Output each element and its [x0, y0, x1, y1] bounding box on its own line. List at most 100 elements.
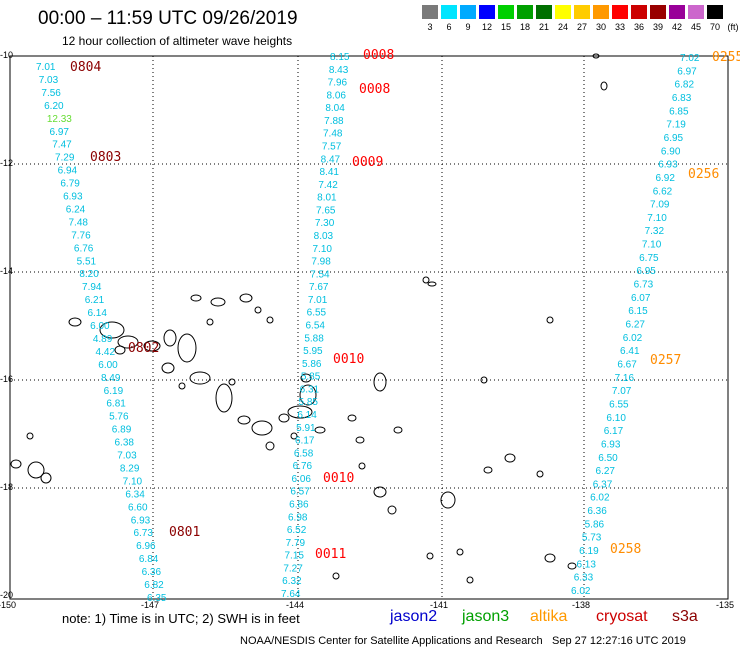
wave-height-value: 6.60: [128, 502, 148, 513]
wave-height-value: 7.02: [680, 53, 700, 64]
wave-height-value: 6.96: [136, 541, 156, 552]
island-outline: [206, 318, 214, 326]
wave-height-value: 7.03: [117, 451, 137, 462]
wave-height-value: 6.14: [297, 410, 317, 421]
wave-height-value: 6.67: [617, 359, 637, 370]
legend-label: 30: [595, 22, 606, 32]
legend-label: 24: [557, 22, 568, 32]
wave-height-value: 7.09: [650, 200, 670, 211]
wave-height-value: 7.47: [52, 140, 72, 151]
wave-height-value: 6.84: [139, 554, 159, 565]
wave-height-value: 6.92: [655, 173, 675, 184]
island-outline: [27, 461, 45, 479]
chart-subtitle: 12 hour collection of altimeter wave hei…: [62, 34, 293, 48]
wave-height-value: 6.75: [639, 253, 659, 264]
wave-height-value: 6.37: [593, 479, 613, 490]
island-outline: [299, 384, 317, 406]
wave-height-value: 6.93: [131, 515, 151, 526]
wave-height-value: 5.73: [582, 533, 602, 544]
island-outline: [265, 441, 275, 451]
wave-height-value: 7.15: [285, 551, 305, 562]
wave-height-value: 7.19: [666, 120, 686, 131]
lat-tick-label: -16: [0, 374, 14, 384]
island-outline: [251, 420, 273, 436]
lon-tick-label: -141: [430, 600, 449, 610]
wave-height-value: 8.03: [314, 231, 334, 242]
island-outline: [373, 486, 387, 498]
time-label: 0255: [712, 50, 740, 65]
island-outline: [347, 414, 357, 422]
island-outline: [40, 472, 52, 484]
wave-height-value: 6.00: [98, 360, 118, 371]
legend-label: 27: [576, 22, 587, 32]
legend-swatch: [555, 5, 571, 19]
legend-swatch: [441, 5, 457, 19]
legend-label: 15: [500, 22, 511, 32]
wave-height-value: 5.85: [299, 397, 319, 408]
wave-height-value: 6.90: [661, 146, 681, 157]
wave-height-value: 7.48: [323, 129, 343, 140]
credit-line: NOAA/NESDIS Center for Satellite Applica…: [240, 635, 543, 647]
wave-height-value: 7.30: [315, 218, 335, 229]
island-outline: [254, 306, 262, 314]
wave-height-value: 5.91: [296, 423, 316, 434]
wave-height-value: 6.17: [295, 436, 315, 447]
wave-height-value: 6.86: [289, 500, 309, 511]
wave-height-value: 7.07: [612, 386, 632, 397]
wave-height-value: 6.50: [598, 453, 618, 464]
wave-height-value: 6.17: [604, 426, 624, 437]
wave-height-value: 8.20: [79, 269, 99, 280]
legend-label: 45: [690, 22, 701, 32]
island-outline: [426, 552, 434, 560]
wave-height-value: 8.29: [120, 463, 140, 474]
satellite-name: s3a: [672, 608, 698, 625]
island-outline: [239, 293, 253, 303]
map-frame: [9, 55, 729, 600]
lat-tick-label: -14: [0, 266, 14, 276]
wave-height-value: 7.10: [123, 476, 143, 487]
legend-swatch: [498, 5, 514, 19]
legend-swatch: [574, 5, 590, 19]
wave-height-value: 6.81: [106, 399, 126, 410]
time-label: 0804: [70, 60, 101, 75]
wave-height-value: 8.06: [327, 90, 347, 101]
island-outline: [117, 335, 139, 349]
wave-height-value: 6.07: [631, 293, 651, 304]
island-outline: [300, 373, 312, 383]
wave-height-value: 6.89: [112, 425, 132, 436]
wave-height-value: 8.41: [320, 167, 340, 178]
wave-height-value: 6.38: [115, 438, 135, 449]
legend-swatch: [612, 5, 628, 19]
island-outline: [387, 505, 397, 515]
wave-height-value: 6.21: [85, 295, 105, 306]
legend-label: 39: [652, 22, 663, 32]
island-outline: [266, 316, 274, 324]
island-outline: [314, 426, 326, 434]
wave-height-value: 4.89: [93, 334, 113, 345]
time-label: 0803: [90, 150, 121, 165]
legend-label: 42: [671, 22, 682, 32]
island-outline: [278, 413, 290, 423]
wave-height-value: 6.36: [142, 567, 162, 578]
wave-height-value: 6.82: [144, 580, 164, 591]
island-outline: [237, 415, 251, 425]
island-outline: [592, 53, 600, 59]
island-outline: [190, 294, 202, 302]
wave-height-value: 5.95: [303, 346, 323, 357]
lat-tick-label: -18: [0, 482, 14, 492]
island-outline: [427, 281, 437, 287]
island-outline: [393, 426, 403, 434]
legend-label: 6: [446, 22, 452, 32]
island-outline: [504, 453, 516, 463]
wave-height-value: 7.01: [36, 62, 56, 73]
wave-height-value: 6.02: [590, 493, 610, 504]
wave-height-value: 6.36: [587, 506, 607, 517]
wave-height-value: 7.76: [71, 230, 91, 241]
wave-height-value: 5.88: [304, 333, 324, 344]
island-outline: [440, 491, 456, 509]
wave-height-value: 6.93: [63, 192, 83, 203]
island-outline: [178, 382, 186, 390]
time-label: 0010: [323, 471, 354, 486]
legend-swatch: [460, 5, 476, 19]
wave-height-value: 6.35: [147, 593, 167, 604]
